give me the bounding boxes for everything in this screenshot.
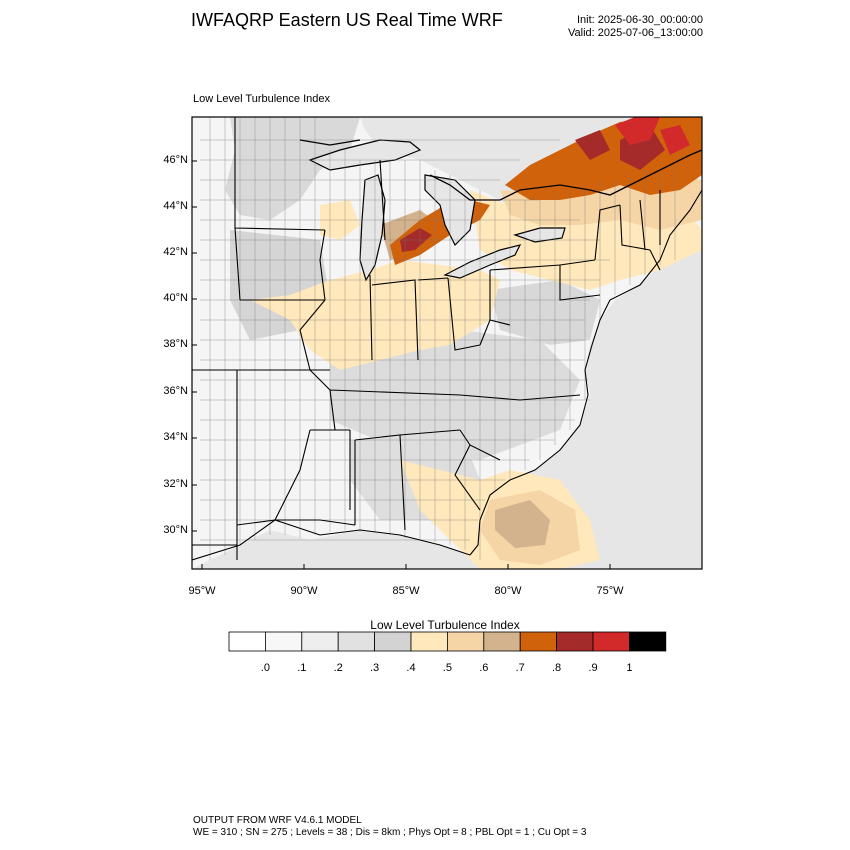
colorbar-swatch: [519, 631, 558, 652]
colorbar-swatch: [374, 631, 412, 652]
colorbar-swatch: [410, 631, 448, 652]
colorbar-tick-label: .3: [370, 662, 380, 674]
colorbar-tick-label: .8: [552, 662, 562, 674]
valid-time: Valid: 2025-07-06_13:00:00: [568, 27, 703, 39]
shade-red-northeast: [615, 117, 690, 155]
lon-label-80: 80°W: [494, 585, 522, 597]
shade-gray-north: [225, 117, 360, 220]
lat-label-40: 40°N: [163, 292, 188, 304]
international-border: [299, 139, 702, 201]
map-ticks: [192, 160, 611, 569]
colorbar: [228, 631, 667, 652]
lat-label-32: 32°N: [163, 478, 188, 490]
map-frame: [191, 116, 703, 570]
lat-label-30: 30°N: [163, 524, 188, 536]
lon-label-90: 90°W: [290, 585, 318, 597]
colorbar-tick-label: .6: [479, 662, 489, 674]
colorbar-tick-label: .7: [515, 662, 525, 674]
shade-darktan-offshore: [495, 500, 550, 548]
lat-label-42: 42°N: [163, 246, 188, 258]
colorbar-tick-label: .2: [333, 662, 343, 674]
colorbar-swatch: [629, 631, 667, 652]
colorbar-swatch: [264, 631, 303, 652]
colorbar-swatch: [483, 631, 521, 652]
map-plot-area: [192, 117, 702, 569]
coastline: [192, 189, 702, 561]
colorbar-swatch: [228, 631, 266, 652]
colorbar-tick-label: .1: [297, 662, 307, 674]
init-time: Init: 2025-06-30_00:00:00: [577, 14, 703, 26]
model-info: OUTPUT FROM WRF V4.6.1 MODEL: [193, 815, 362, 826]
map-title: Low Level Turbulence Index: [193, 93, 330, 105]
lon-label-75: 75°W: [596, 585, 624, 597]
model-config: WE = 310 ; SN = 275 ; Levels = 38 ; Dis …: [193, 827, 587, 838]
colorbar-swatch: [592, 631, 630, 652]
lat-label-36: 36°N: [163, 385, 188, 397]
colorbar-tick-label: .4: [406, 662, 416, 674]
colorbar-tick-label: .5: [442, 662, 452, 674]
colorbar-tick-label: .9: [588, 662, 598, 674]
lake-superior: [308, 139, 422, 171]
county-grid: [200, 117, 676, 560]
lat-label-46: 46°N: [163, 154, 188, 166]
lat-label-44: 44°N: [163, 200, 188, 212]
colorbar-tick-label: .0: [260, 662, 270, 674]
colorbar-swatch: [301, 631, 339, 652]
shade-gray-east: [490, 280, 600, 345]
colorbar-swatch: [337, 631, 376, 652]
main-title: IWFAQRP Eastern US Real Time WRF: [191, 10, 503, 30]
lon-label-95: 95°W: [188, 585, 216, 597]
lat-label-38: 38°N: [163, 338, 188, 350]
colorbar-swatch: [446, 631, 485, 652]
colorbar-title: Low Level Turbulence Index: [370, 618, 520, 632]
lon-label-85: 85°W: [392, 585, 420, 597]
colorbar-swatch: [556, 631, 594, 652]
colorbar-tick-label: 1: [626, 662, 633, 674]
state-borders: [192, 117, 661, 560]
lat-label-34: 34°N: [163, 431, 188, 443]
